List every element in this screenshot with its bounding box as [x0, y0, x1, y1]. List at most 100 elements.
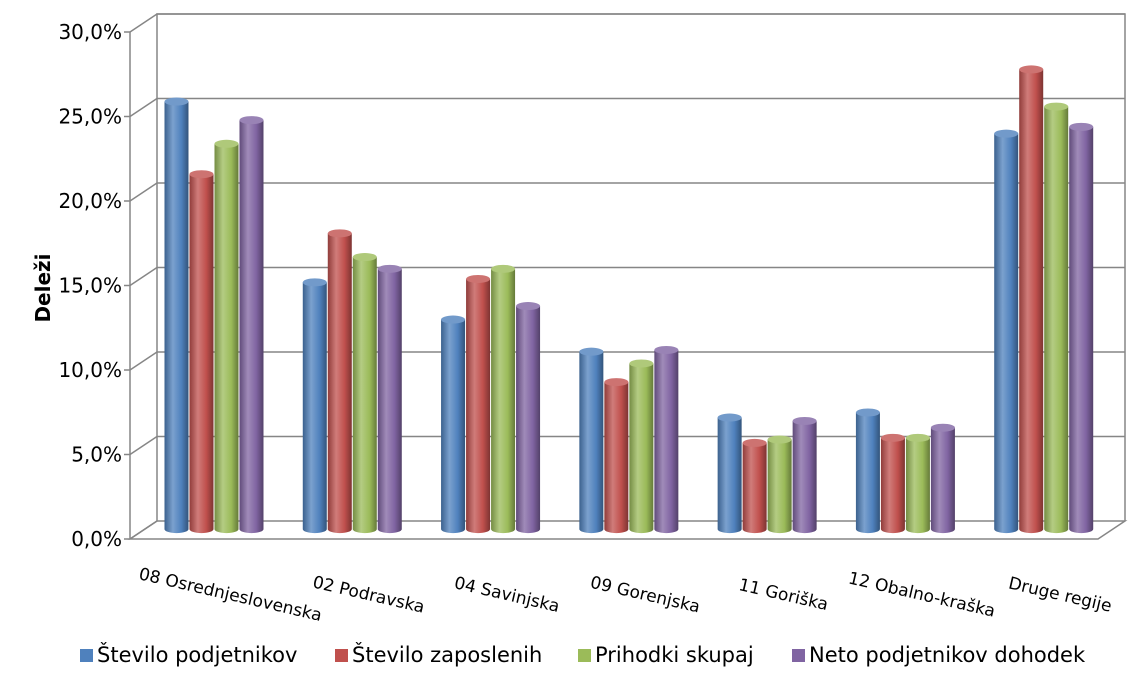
bar-top: [629, 359, 653, 367]
bar-body: [1069, 127, 1093, 533]
bar: [378, 265, 402, 533]
bar-body: [906, 438, 930, 533]
legend-swatch: [792, 649, 805, 662]
bar: [239, 116, 263, 533]
bar-top: [931, 424, 955, 432]
bar-body: [239, 120, 263, 533]
bar-top: [466, 275, 490, 283]
legend-item: Prihodki skupaj: [578, 643, 754, 667]
bar: [629, 359, 653, 533]
bar: [856, 408, 880, 533]
legend-item: Število podjetnikov: [80, 642, 297, 667]
bar-body: [718, 418, 742, 534]
bar: [516, 302, 540, 533]
bar-body: [1044, 107, 1068, 533]
gridline: [130, 352, 1125, 370]
bar: [743, 439, 767, 533]
bar-top: [604, 378, 628, 386]
y-tick-label: 5,0%: [71, 443, 122, 467]
bar: [931, 424, 955, 533]
y-tick-label: 20,0%: [58, 189, 122, 213]
bar-body: [441, 320, 465, 534]
bar-body: [604, 382, 628, 533]
legend-label: Neto podjetnikov dohodek: [809, 643, 1086, 667]
bar-body: [516, 306, 540, 533]
legend-label: Število zaposlenih: [352, 642, 542, 667]
bar-body: [579, 352, 603, 533]
bar-body: [994, 134, 1018, 533]
bar-top: [441, 316, 465, 324]
x-tick-label: 09 Gorenjska: [588, 573, 702, 618]
gridline: [130, 268, 1125, 286]
legend-swatch: [578, 649, 591, 662]
bar-top: [906, 434, 930, 442]
bar-body: [654, 350, 678, 533]
y-axis-title: Deleži: [31, 253, 55, 322]
bar-body: [353, 257, 377, 533]
bar: [441, 316, 465, 534]
bar-top: [768, 436, 792, 444]
bar: [189, 170, 213, 533]
bar: [906, 434, 930, 533]
bar-top: [353, 253, 377, 261]
gridline: [130, 14, 1125, 32]
bar-top: [164, 98, 188, 106]
bar: [579, 348, 603, 533]
bar-top: [189, 170, 213, 178]
bar-top: [239, 116, 263, 124]
legend-swatch: [80, 649, 93, 662]
bar-body: [378, 269, 402, 533]
bar: [1019, 65, 1043, 533]
bar-body: [768, 440, 792, 534]
bar-body: [629, 363, 653, 533]
bar-body: [466, 279, 490, 533]
x-tick-label: 11 Goriška: [737, 575, 830, 615]
bar: [164, 98, 188, 534]
x-tick-label: 12 Obalno-kraška: [846, 569, 997, 622]
y-axis-ticks: 0,0% 5,0% 10,0% 15,0% 20,0% 25,0% 30,0%: [58, 20, 130, 551]
bar-body: [328, 233, 352, 533]
bar-top: [214, 140, 238, 148]
bar-top: [856, 408, 880, 416]
y-tick-label: 25,0%: [58, 105, 122, 129]
bar-top: [1044, 103, 1068, 111]
bar: [718, 414, 742, 534]
bar-top: [654, 346, 678, 354]
bar-body: [931, 428, 955, 533]
bar-body: [491, 269, 515, 533]
bar-top: [1019, 65, 1043, 73]
bar: [1069, 123, 1093, 533]
bar-body: [856, 412, 880, 533]
bar: [881, 434, 905, 533]
bars: [164, 65, 1093, 533]
bar-body: [743, 443, 767, 533]
bar-body: [164, 102, 188, 534]
bar-top: [743, 439, 767, 447]
bar: [303, 278, 327, 533]
bar-top: [718, 414, 742, 422]
legend: Število podjetnikov Število zaposlenih Pri…: [80, 642, 1086, 667]
x-tick-label: Druge regije: [1006, 574, 1113, 617]
x-tick-label: 02 Podravska: [311, 573, 427, 618]
bar: [353, 253, 377, 533]
y-tick-label: 15,0%: [58, 274, 122, 298]
legend-item: Število zaposlenih: [335, 642, 542, 667]
legend-label: Število podjetnikov: [97, 642, 297, 667]
bar-body: [214, 144, 238, 533]
bar: [328, 229, 352, 533]
bar-body: [793, 421, 817, 533]
x-tick-label: 04 Savinjska: [452, 573, 561, 617]
bar-body: [1019, 69, 1043, 533]
legend-label: Prihodki skupaj: [595, 643, 754, 667]
bar-top: [303, 278, 327, 286]
y-tick-label: 30,0%: [58, 20, 122, 44]
legend-swatch: [335, 649, 348, 662]
bar: [214, 140, 238, 533]
bar: [654, 346, 678, 533]
bar-body: [189, 174, 213, 533]
x-tick-label: 08 Osrednjeslovenska: [137, 564, 324, 626]
bar-top: [328, 229, 352, 237]
bar: [466, 275, 490, 533]
